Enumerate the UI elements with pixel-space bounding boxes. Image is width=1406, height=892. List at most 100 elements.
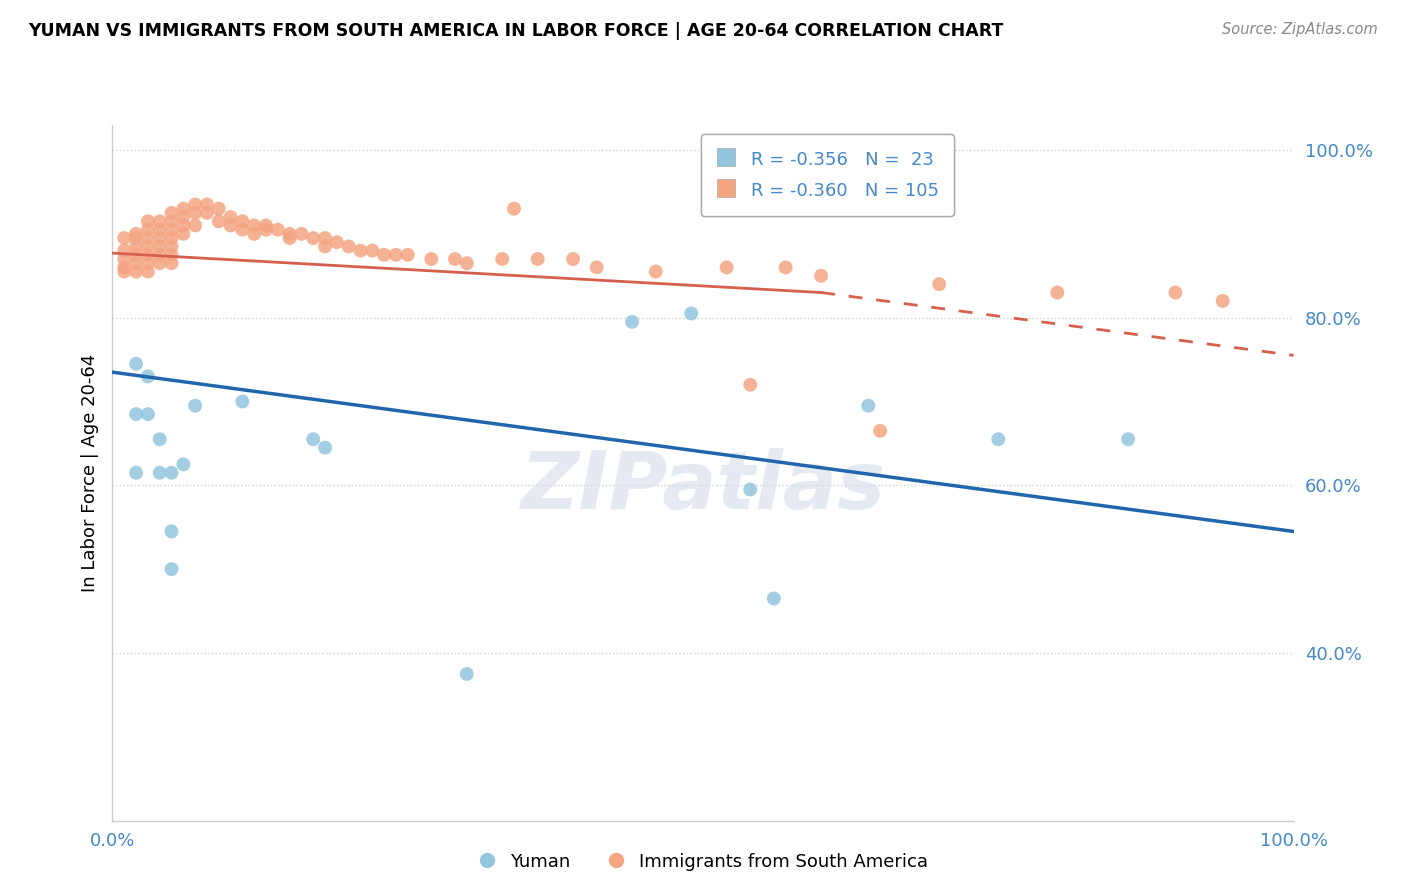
- Point: [136, 248, 159, 262]
- Point: [172, 210, 194, 224]
- Point: [243, 219, 266, 233]
- Point: [208, 214, 231, 228]
- Point: [149, 231, 172, 245]
- Point: [621, 315, 644, 329]
- Point: [420, 252, 443, 266]
- Point: [136, 256, 159, 270]
- Point: [172, 219, 194, 233]
- Point: [136, 369, 159, 384]
- Point: [160, 214, 183, 228]
- Point: [112, 231, 135, 245]
- Point: [136, 264, 159, 278]
- Point: [1046, 285, 1069, 300]
- Legend: R = -0.356   N =  23, R = -0.360   N = 105: R = -0.356 N = 23, R = -0.360 N = 105: [700, 134, 953, 216]
- Point: [444, 252, 467, 266]
- Text: ZIPatlas: ZIPatlas: [520, 448, 886, 525]
- Point: [149, 248, 172, 262]
- Point: [125, 357, 148, 371]
- Point: [1164, 285, 1187, 300]
- Point: [136, 222, 159, 236]
- Point: [160, 248, 183, 262]
- Point: [136, 214, 159, 228]
- Point: [681, 306, 703, 320]
- Point: [562, 252, 585, 266]
- Point: [149, 466, 172, 480]
- Point: [716, 260, 738, 275]
- Point: [644, 264, 666, 278]
- Point: [254, 219, 277, 233]
- Point: [184, 399, 207, 413]
- Point: [195, 206, 218, 220]
- Point: [290, 227, 312, 241]
- Point: [160, 466, 183, 480]
- Point: [125, 466, 148, 480]
- Point: [254, 222, 277, 236]
- Point: [928, 277, 950, 292]
- Point: [125, 248, 148, 262]
- Point: [361, 244, 384, 258]
- Point: [1116, 432, 1139, 446]
- Point: [810, 268, 832, 283]
- Point: [112, 244, 135, 258]
- Point: [149, 239, 172, 253]
- Point: [314, 231, 336, 245]
- Point: [184, 206, 207, 220]
- Point: [278, 231, 301, 245]
- Point: [858, 399, 880, 413]
- Point: [231, 394, 253, 409]
- Point: [219, 210, 242, 224]
- Point: [136, 407, 159, 421]
- Point: [160, 562, 183, 576]
- Point: [740, 483, 762, 497]
- Point: [243, 227, 266, 241]
- Point: [160, 206, 183, 220]
- Point: [184, 197, 207, 211]
- Legend: Yuman, Immigrants from South America: Yuman, Immigrants from South America: [471, 845, 935, 879]
- Point: [172, 458, 194, 472]
- Point: [302, 432, 325, 446]
- Point: [302, 231, 325, 245]
- Point: [112, 252, 135, 266]
- Point: [349, 244, 371, 258]
- Point: [112, 264, 135, 278]
- Point: [278, 227, 301, 241]
- Point: [775, 260, 797, 275]
- Point: [160, 222, 183, 236]
- Point: [160, 231, 183, 245]
- Point: [456, 667, 478, 681]
- Point: [125, 407, 148, 421]
- Text: Source: ZipAtlas.com: Source: ZipAtlas.com: [1222, 22, 1378, 37]
- Point: [112, 260, 135, 275]
- Y-axis label: In Labor Force | Age 20-64: In Labor Force | Age 20-64: [80, 353, 98, 592]
- Point: [136, 231, 159, 245]
- Point: [160, 524, 183, 539]
- Point: [987, 432, 1010, 446]
- Point: [762, 591, 785, 606]
- Point: [208, 202, 231, 216]
- Text: YUMAN VS IMMIGRANTS FROM SOUTH AMERICA IN LABOR FORCE | AGE 20-64 CORRELATION CH: YUMAN VS IMMIGRANTS FROM SOUTH AMERICA I…: [28, 22, 1004, 40]
- Point: [125, 264, 148, 278]
- Point: [149, 222, 172, 236]
- Point: [337, 239, 360, 253]
- Point: [125, 231, 148, 245]
- Point: [396, 248, 419, 262]
- Point: [373, 248, 395, 262]
- Point: [149, 432, 172, 446]
- Point: [491, 252, 513, 266]
- Point: [219, 219, 242, 233]
- Point: [385, 248, 408, 262]
- Point: [160, 256, 183, 270]
- Point: [136, 239, 159, 253]
- Point: [184, 219, 207, 233]
- Point: [267, 222, 290, 236]
- Point: [740, 377, 762, 392]
- Point: [125, 227, 148, 241]
- Point: [172, 227, 194, 241]
- Point: [503, 202, 526, 216]
- Point: [314, 239, 336, 253]
- Point: [125, 239, 148, 253]
- Point: [326, 235, 349, 250]
- Point: [314, 441, 336, 455]
- Point: [195, 197, 218, 211]
- Point: [526, 252, 548, 266]
